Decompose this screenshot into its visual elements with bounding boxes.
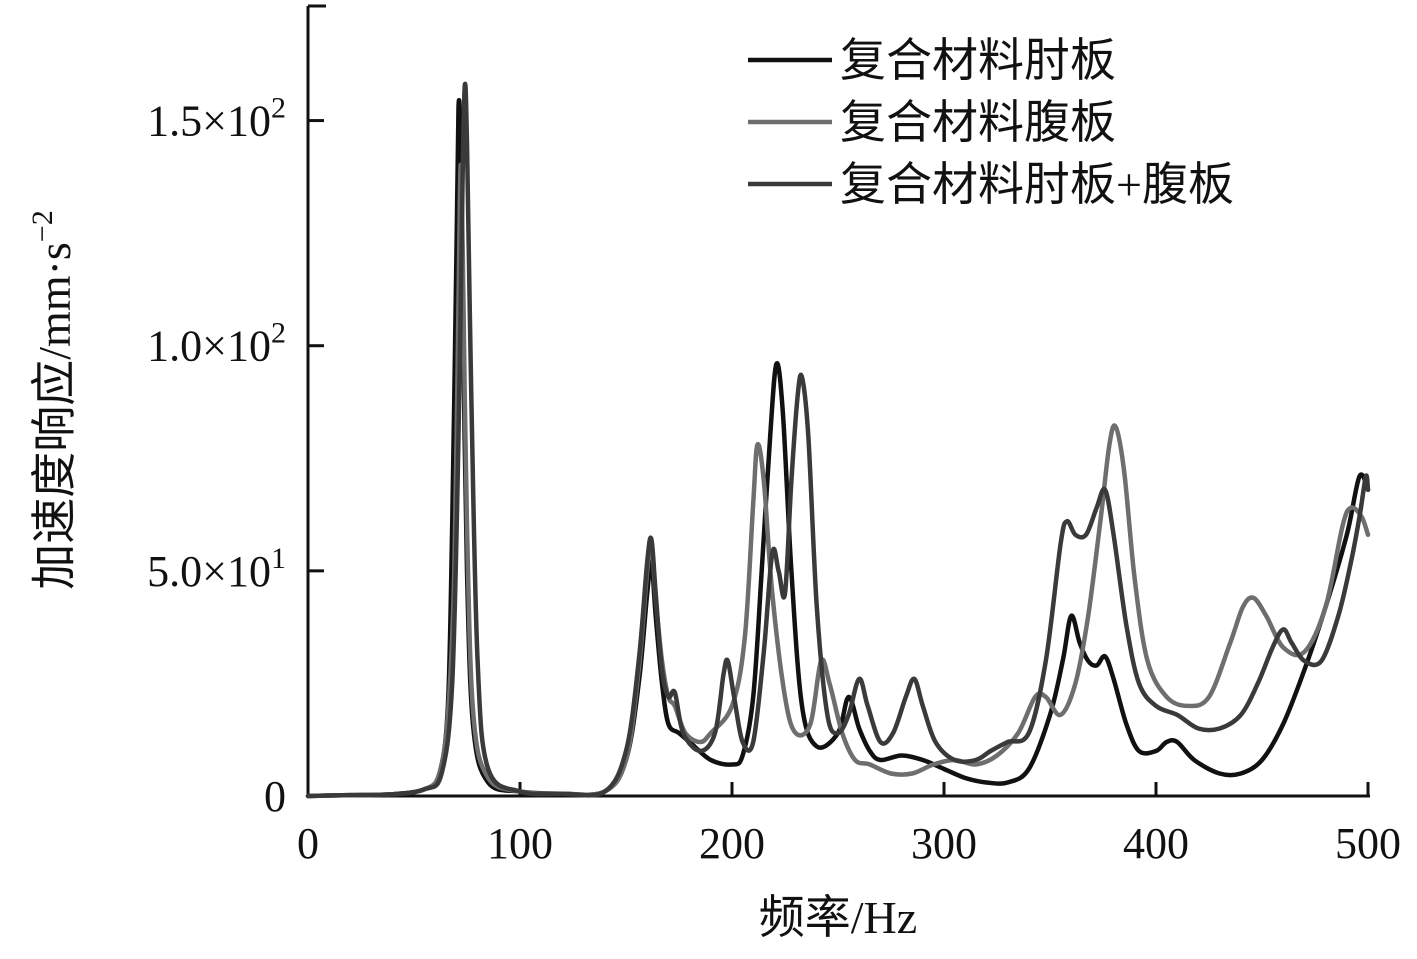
axes (306, 4, 1370, 798)
series-group (305, 81, 1371, 799)
x-ticks: 0 100 200 300 400 500 (297, 782, 1401, 868)
x-tick-label: 400 (1123, 819, 1189, 868)
y-ticks: 0 5.0×101 1.0×102 1.5×102 (147, 92, 324, 821)
y-axis-title: 加速度响应/mm·s−2 (26, 210, 80, 589)
legend-label-2: 复合材料腹板 (840, 97, 1116, 148)
y-tick-label: 0 (264, 772, 286, 821)
y-axis-title-text: 加速度响应/mm·s (29, 242, 80, 590)
y-tick-label: 1.0×102 (147, 317, 286, 371)
x-tick-label: 500 (1335, 819, 1401, 868)
legend-label-1: 复合材料肘板 (840, 35, 1116, 86)
x-axis-title: 频率/Hz (759, 892, 917, 943)
x-tick-label: 100 (487, 819, 553, 868)
y-axis-title-exponent: −2 (26, 210, 59, 242)
series-line-3 (305, 81, 1371, 799)
x-tick-label: 200 (699, 819, 765, 868)
y-tick-label: 5.0×101 (147, 542, 286, 596)
legend-label-3: 复合材料肘板+腹板 (840, 159, 1234, 210)
x-tick-label: 0 (297, 819, 319, 868)
x-tick-label: 300 (911, 819, 977, 868)
y-tick-label: 1.5×102 (147, 92, 286, 146)
series-line-2 (305, 162, 1371, 799)
